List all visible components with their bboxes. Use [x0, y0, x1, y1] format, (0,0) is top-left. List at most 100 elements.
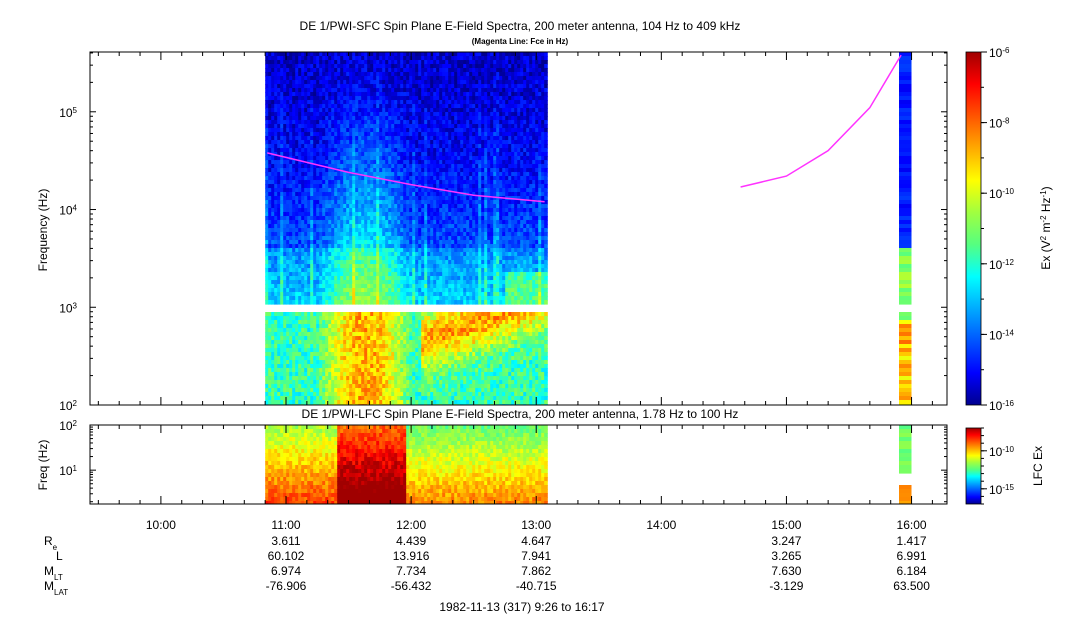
top-spectrogram-cell [331, 352, 335, 357]
top-spectrogram-cell [430, 276, 434, 281]
top-spectrogram-cell [325, 112, 329, 117]
top-spectrogram-cell [283, 112, 287, 117]
top-spectrogram-cell [274, 176, 278, 181]
top-spectrogram-cell [331, 376, 335, 381]
top-spectrogram-cell [304, 116, 308, 121]
top-spectrogram-cell [346, 168, 350, 173]
top-spectrogram-cell [280, 136, 284, 141]
top-spectrogram-cell [397, 288, 401, 293]
top-spectrogram-cell [358, 152, 362, 157]
top-spectrogram-cell [424, 100, 428, 105]
top-spectrogram-cell [325, 120, 329, 125]
top-spectrogram-cell [415, 84, 419, 89]
top-spectrogram-cell [304, 220, 308, 225]
top-spectrogram-cell [385, 292, 389, 297]
top-spectrogram-cell [373, 196, 377, 201]
top-spectrogram-cell [283, 160, 287, 165]
top-spectrogram-cell [406, 152, 410, 157]
top-spectrogram-cell [391, 100, 395, 105]
top-spectrogram-cell [334, 364, 338, 369]
top-spectrogram-cell [283, 108, 287, 113]
top-spectrogram-cell [373, 72, 377, 77]
top-spectrogram-cell [409, 96, 413, 101]
top-spectrogram-cell [277, 60, 281, 65]
top-spectrogram-cell [430, 204, 434, 209]
top-spectrogram-cell [427, 100, 431, 105]
top-spectrogram-cell [394, 200, 398, 205]
top-spectrogram-cell [397, 188, 401, 193]
top-spectrogram-cell [358, 300, 362, 305]
top-spectrogram-cell [274, 172, 278, 177]
top-spectrogram-cell [301, 272, 305, 277]
top-spectrogram-cell [406, 388, 410, 393]
top-spectrogram-cell [358, 292, 362, 297]
top-spectrogram-cell [376, 184, 380, 189]
top-spectrogram-cell [274, 288, 278, 293]
top-spectrogram-cell [277, 124, 281, 129]
top-spectrogram-cell [430, 76, 434, 81]
top-spectrogram-cell [313, 116, 317, 121]
top-spectrogram-cell [331, 52, 335, 57]
top-spectrogram-cell [376, 264, 380, 269]
top-spectrogram-cell [391, 400, 395, 405]
top-spectrogram-cell [403, 336, 407, 341]
top-spectrogram-cell [364, 232, 368, 237]
top-spectrogram-cell [325, 184, 329, 189]
top-spectrogram-cell [400, 324, 404, 329]
top-spectrogram-cell [406, 52, 410, 57]
top-spectrogram-cell [379, 212, 383, 217]
top-spectrogram-cell [268, 292, 272, 297]
top-spectrogram-cell [358, 344, 362, 349]
top-spectrogram-cell [370, 252, 374, 257]
top-spectrogram-cell [352, 356, 356, 361]
top-spectrogram-cell [412, 272, 416, 277]
top-spectrogram-cell [397, 320, 401, 325]
top-spectrogram-cell [340, 288, 344, 293]
top-spectrogram-cell [361, 268, 365, 273]
top-spectrogram-cell [301, 156, 305, 161]
top-spectrogram-cell [352, 176, 356, 181]
top-spectrogram-cell [280, 364, 284, 369]
top-spectrogram-cell [385, 272, 389, 277]
top-spectrogram-cell [292, 56, 296, 61]
top-spectrogram-cell [331, 72, 335, 77]
top-spectrogram-cell [361, 72, 365, 77]
top-spectrogram-cell [403, 112, 407, 117]
top-spectrogram-cell [340, 92, 344, 97]
top-spectrogram-cell [298, 180, 302, 185]
top-spectrogram-cell [316, 148, 320, 153]
top-spectrogram-cell [343, 328, 347, 333]
top-spectrogram-cell [358, 392, 362, 397]
top-spectrogram-cell [271, 88, 275, 93]
top-spectrogram-cell [292, 72, 296, 77]
top-spectrogram-cell [424, 284, 428, 289]
top-spectrogram-cell [373, 380, 377, 385]
top-spectrogram-cell [430, 192, 434, 197]
top-spectrogram-cell [313, 324, 317, 329]
top-spectrogram-cell [307, 388, 311, 393]
top-spectrogram-cell [289, 232, 293, 237]
top-spectrogram-cell [406, 64, 410, 69]
top-spectrogram-cell [382, 348, 386, 353]
top-spectrogram-cell [388, 196, 392, 201]
top-spectrogram-cell [271, 364, 275, 369]
top-spectrogram-cell [367, 360, 371, 365]
top-spectrogram-cell [427, 188, 431, 193]
top-spectrogram-cell [400, 260, 404, 265]
top-spectrogram-cell [295, 108, 299, 113]
top-spectrogram-cell [433, 144, 437, 149]
top-spectrogram-cell [295, 324, 299, 329]
top-spectrogram-cell [331, 400, 335, 405]
top-spectrogram-cell [370, 176, 374, 181]
top-spectrogram-cell [433, 64, 437, 69]
top-spectrogram-cell [316, 316, 320, 321]
top-spectrogram-cell [325, 80, 329, 85]
top-spectrogram-cell [295, 292, 299, 297]
top-spectrogram-cell [412, 120, 416, 125]
top-spectrogram-cell [412, 216, 416, 221]
top-spectrogram-cell [283, 372, 287, 377]
top-spectrogram-cell [391, 84, 395, 89]
top-spectrogram-cell [397, 112, 401, 117]
top-spectrogram-cell [298, 128, 302, 133]
top-spectrogram-cell [349, 148, 353, 153]
